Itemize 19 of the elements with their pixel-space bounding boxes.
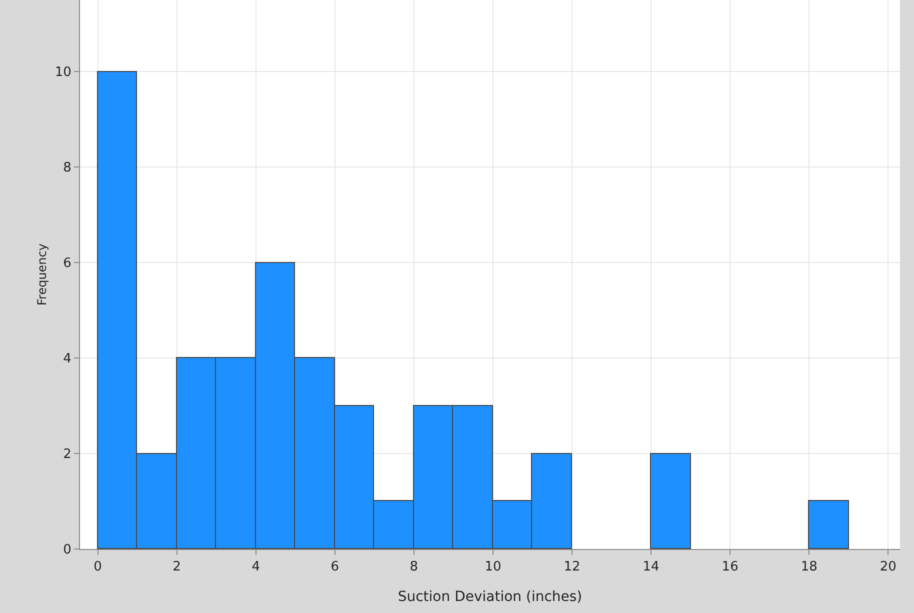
x-tick-label: 14 — [642, 560, 660, 575]
y-tick-label: 0 — [63, 542, 72, 558]
x-axis-title: Suction Deviation (inches) — [398, 589, 582, 605]
y-tick-label: 8 — [63, 160, 72, 176]
x-tick-label: 2 — [172, 560, 181, 575]
y-tick-label: 10 — [54, 65, 72, 80]
x-tick-label: 18 — [800, 560, 818, 575]
y-tick-label: 6 — [63, 256, 72, 272]
x-tick-label: 10 — [484, 560, 502, 575]
x-tick-label: 4 — [252, 560, 260, 575]
x-tick-label: 12 — [564, 560, 580, 575]
y-tick-label: 4 — [63, 352, 72, 367]
x-tick-label: 6 — [330, 560, 340, 575]
x-tick-label: 20 — [880, 560, 896, 575]
x-tick-label: 0 — [94, 560, 102, 575]
y-axis-title: Frequency — [35, 244, 49, 306]
x-tick-label: 8 — [410, 560, 418, 575]
x-tick-label: 16 — [722, 560, 738, 575]
y-tick-label: 2 — [63, 447, 72, 462]
